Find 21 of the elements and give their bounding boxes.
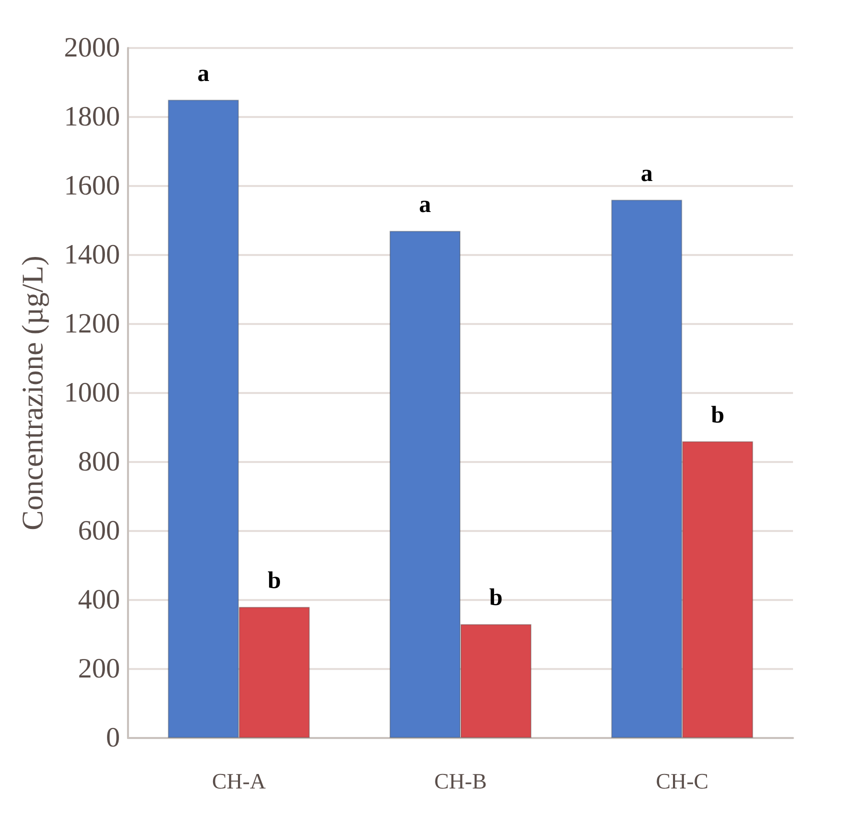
y-tick-label: 1600 xyxy=(64,170,120,202)
y-tick-label: 1400 xyxy=(64,240,120,270)
y-tick-label: 400 xyxy=(78,584,120,616)
x-tick-label: CH-B xyxy=(434,768,487,794)
annotation: b xyxy=(268,568,281,594)
y-tick-label: 600 xyxy=(78,516,120,546)
x-tick-label: CH-A xyxy=(212,768,266,794)
y-axis-title: Concentrazione (µg/L) xyxy=(16,256,50,530)
annotation: b xyxy=(710,402,724,428)
annotation: b xyxy=(489,585,503,612)
y-tick-label: 200 xyxy=(78,654,120,684)
y-tick-label: 800 xyxy=(78,446,120,478)
y-tick-label: 1200 xyxy=(64,308,120,340)
annotation: a xyxy=(197,60,210,87)
y-tick-label: 0 xyxy=(106,722,120,754)
y-tick-label: 2000 xyxy=(64,32,120,64)
annotation: a xyxy=(419,192,432,218)
annotation: a xyxy=(640,160,653,187)
y-tick-label: 1000 xyxy=(64,378,120,408)
x-tick-label: CH-C xyxy=(656,768,708,794)
y-tick-label: 1800 xyxy=(64,102,120,132)
